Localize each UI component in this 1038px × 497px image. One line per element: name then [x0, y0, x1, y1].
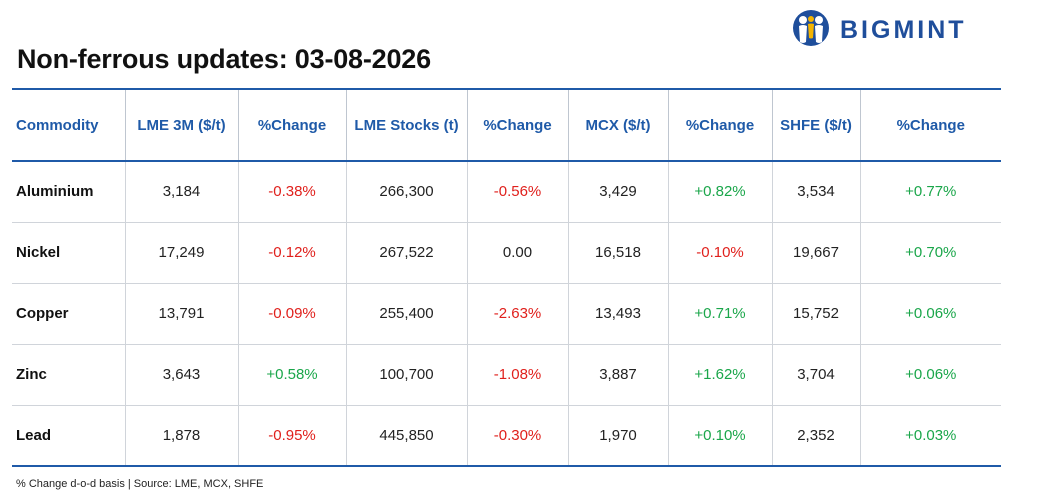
header-lme-3m: LME 3M ($/t)	[124, 88, 238, 162]
shfe-change: +0.03%	[859, 405, 1001, 467]
shfe-change: +0.06%	[859, 344, 1001, 406]
lme-3m-change: -0.38%	[237, 161, 346, 223]
mcx-change: +1.62%	[667, 344, 772, 406]
mcx-change: -0.10%	[667, 222, 772, 284]
non-ferrous-table: Commodity LME 3M ($/t) %Change LME Stock…	[12, 88, 1001, 467]
mcx-value: 13,493	[567, 283, 668, 345]
shfe-value: 3,704	[771, 344, 860, 406]
lme-stocks-value: 255,400	[345, 283, 467, 345]
page-title: Non-ferrous updates: 03-08-2026	[17, 44, 431, 74]
lme-3m-change: +0.58%	[237, 344, 346, 406]
commodity-name: Lead	[12, 405, 125, 467]
shfe-value: 3,534	[771, 161, 860, 223]
header-shfe-change: %Change	[859, 88, 1001, 162]
lme-3m-value: 3,184	[124, 161, 238, 223]
header-shfe: SHFE ($/t)	[771, 88, 860, 162]
shfe-change: +0.06%	[859, 283, 1001, 345]
header-mcx: MCX ($/t)	[567, 88, 668, 162]
lme-3m-change: -0.95%	[237, 405, 346, 467]
table-row: Aluminium 3,184 -0.38% 266,300 -0.56% 3,…	[12, 161, 1001, 223]
lme-stocks-value: 267,522	[345, 222, 467, 284]
mcx-change: +0.71%	[667, 283, 772, 345]
lme-stocks-change: -1.08%	[466, 344, 568, 406]
lme-stocks-value: 445,850	[345, 405, 467, 467]
header-lme-stocks: LME Stocks (t)	[345, 88, 467, 162]
shfe-value: 15,752	[771, 283, 860, 345]
table-row: Lead 1,878 -0.95% 445,850 -0.30% 1,970 +…	[12, 405, 1001, 467]
lme-stocks-change: -0.56%	[466, 161, 568, 223]
lme-3m-value: 13,791	[124, 283, 238, 345]
mcx-change: +0.82%	[667, 161, 772, 223]
header-lme-3m-change: %Change	[237, 88, 346, 162]
lme-3m-value: 1,878	[124, 405, 238, 467]
lme-3m-value: 3,643	[124, 344, 238, 406]
shfe-change: +0.77%	[859, 161, 1001, 223]
header-commodity: Commodity	[12, 88, 125, 162]
table-row: Nickel 17,249 -0.12% 267,522 0.00 16,518…	[12, 222, 1001, 284]
header-lme-stocks-change: %Change	[466, 88, 568, 162]
lme-stocks-value: 100,700	[345, 344, 467, 406]
lme-stocks-change: 0.00	[466, 222, 568, 284]
lme-3m-change: -0.09%	[237, 283, 346, 345]
lme-3m-value: 17,249	[124, 222, 238, 284]
lme-stocks-change: -0.30%	[466, 405, 568, 467]
bigmint-people-icon	[790, 8, 832, 53]
mcx-value: 3,429	[567, 161, 668, 223]
shfe-value: 2,352	[771, 405, 860, 467]
mcx-value: 3,887	[567, 344, 668, 406]
bigmint-logo: BIGMINT	[790, 8, 967, 53]
header-mcx-change: %Change	[667, 88, 772, 162]
mcx-value: 16,518	[567, 222, 668, 284]
shfe-change: +0.70%	[859, 222, 1001, 284]
lme-stocks-value: 266,300	[345, 161, 467, 223]
mcx-change: +0.10%	[667, 405, 772, 467]
commodity-name: Copper	[12, 283, 125, 345]
shfe-value: 19,667	[771, 222, 860, 284]
mcx-value: 1,970	[567, 405, 668, 467]
table-row: Copper 13,791 -0.09% 255,400 -2.63% 13,4…	[12, 283, 1001, 345]
commodity-name: Nickel	[12, 222, 125, 284]
table-header-row: Commodity LME 3M ($/t) %Change LME Stock…	[12, 88, 1001, 162]
source-footnote: % Change d-o-d basis | Source: LME, MCX,…	[16, 478, 264, 490]
lme-stocks-change: -2.63%	[466, 283, 568, 345]
commodity-name: Zinc	[12, 344, 125, 406]
table-row: Zinc 3,643 +0.58% 100,700 -1.08% 3,887 +…	[12, 344, 1001, 406]
lme-3m-change: -0.12%	[237, 222, 346, 284]
commodity-name: Aluminium	[12, 161, 125, 223]
logo-text: BIGMINT	[840, 16, 967, 44]
